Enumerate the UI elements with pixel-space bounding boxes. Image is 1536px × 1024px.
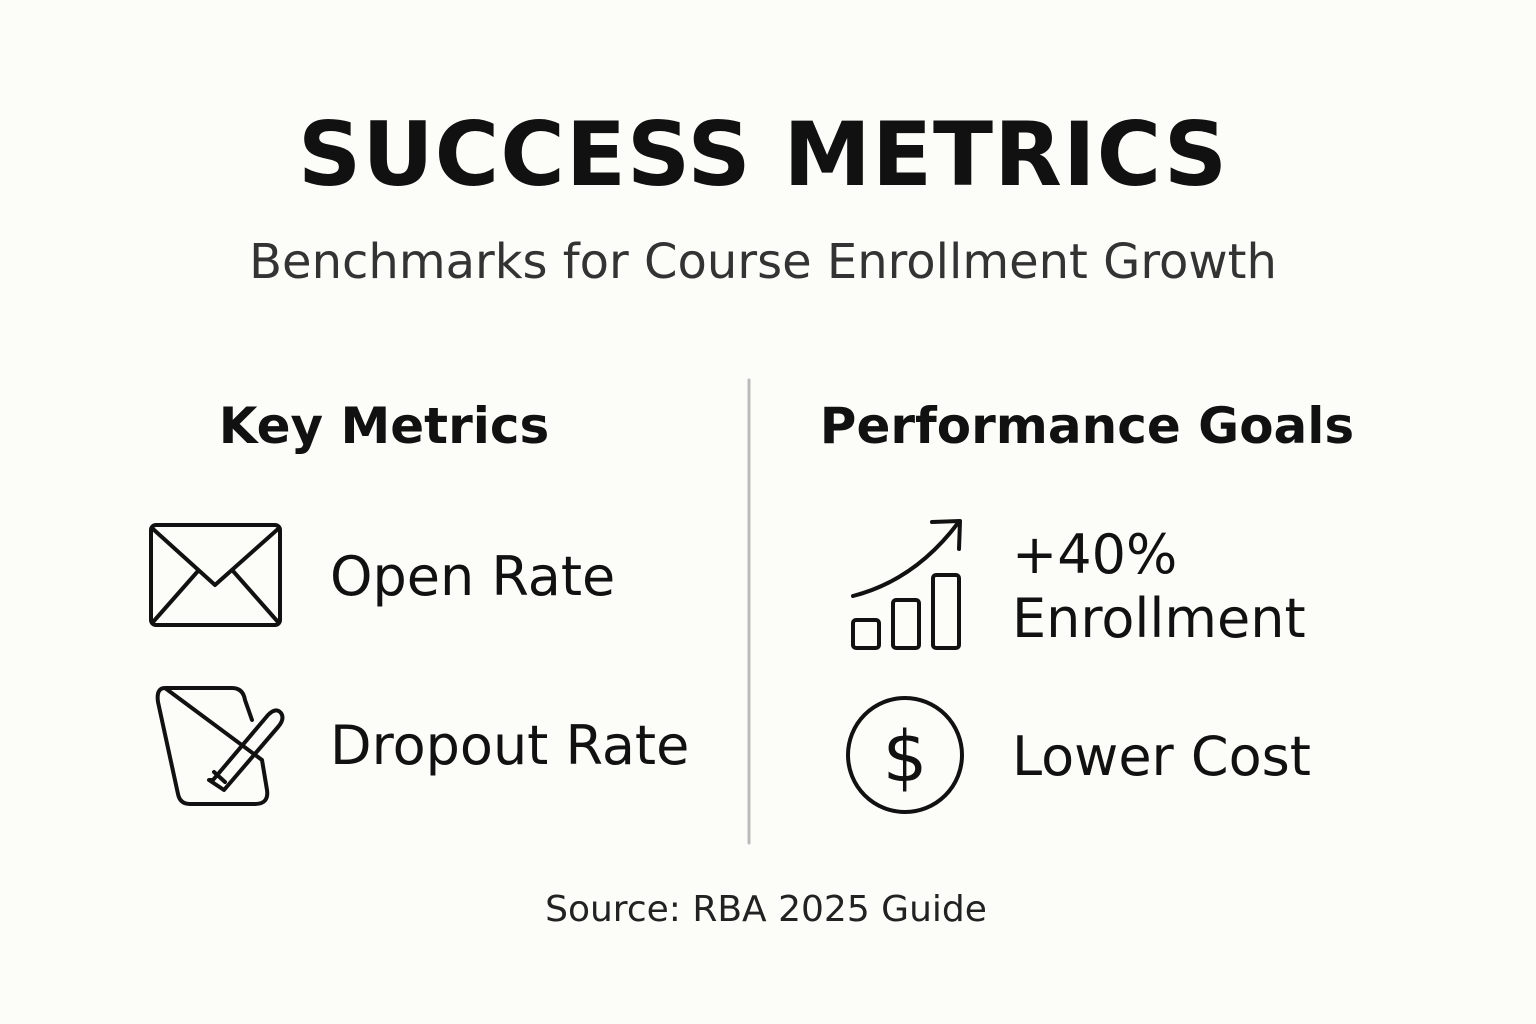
envelope-icon [149, 523, 282, 627]
growth-icon [851, 519, 962, 650]
metric-label: Dropout Rate [330, 714, 690, 777]
goal-label: Lower Cost [1012, 725, 1311, 788]
metric-label: Open Rate [330, 545, 616, 608]
title: SUCCESS METRICS [297, 103, 1229, 206]
notepad-icon [155, 686, 285, 806]
column-heading: Performance Goals [819, 397, 1355, 455]
goal-value: +40% [1012, 523, 1178, 586]
dollar-icon: $ [846, 696, 964, 814]
svg-text:$: $ [883, 716, 928, 798]
source: Source: RBA 2025 Guide [545, 889, 987, 930]
column-heading: Key Metrics [218, 397, 550, 455]
subtitle: Benchmarks for Course Enrollment Growth [249, 234, 1277, 290]
goal-label: Enrollment [1012, 587, 1306, 650]
